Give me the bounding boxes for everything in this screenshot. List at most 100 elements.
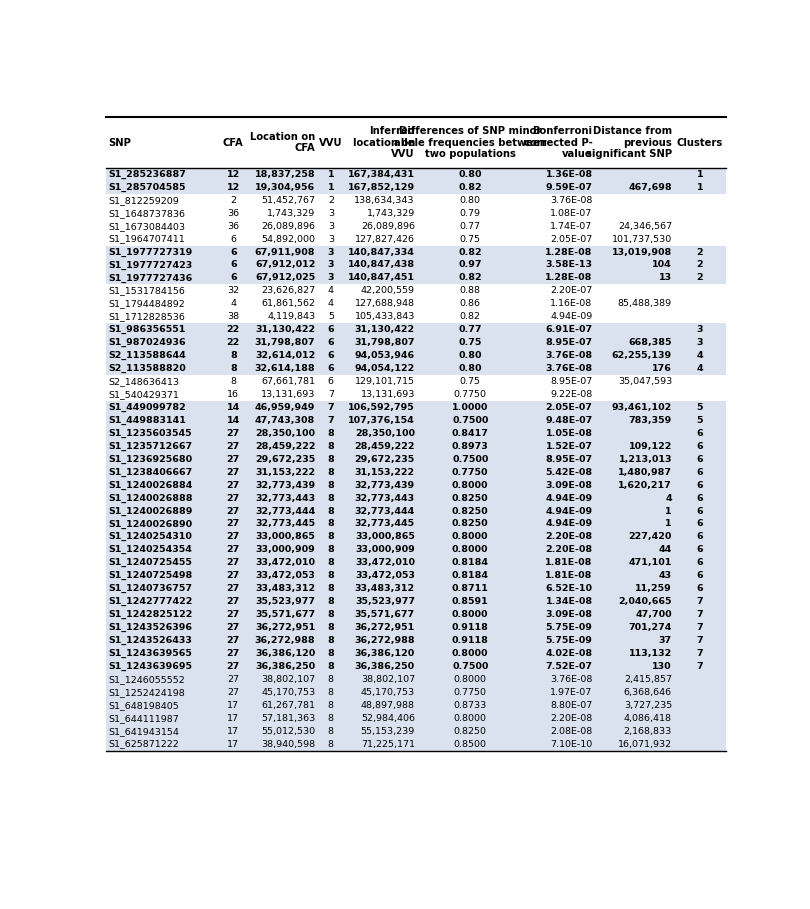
Text: 8: 8 xyxy=(327,623,335,632)
Text: 2.20E-07: 2.20E-07 xyxy=(550,286,593,295)
FancyBboxPatch shape xyxy=(106,699,726,712)
Text: 36,272,951: 36,272,951 xyxy=(255,623,315,632)
Text: 5: 5 xyxy=(697,416,703,425)
Text: 6: 6 xyxy=(327,365,335,373)
Text: 33,472,010: 33,472,010 xyxy=(255,558,315,567)
Text: 47,743,308: 47,743,308 xyxy=(255,416,315,425)
FancyBboxPatch shape xyxy=(106,414,726,427)
Text: 27: 27 xyxy=(228,674,240,684)
FancyBboxPatch shape xyxy=(106,569,726,583)
Text: 27: 27 xyxy=(227,649,240,658)
Text: 0.80: 0.80 xyxy=(458,170,482,179)
Text: 7.10E-10: 7.10E-10 xyxy=(550,740,593,749)
Text: 52,984,406: 52,984,406 xyxy=(361,714,415,723)
Text: 32,773,439: 32,773,439 xyxy=(255,481,315,490)
FancyBboxPatch shape xyxy=(106,310,726,324)
Text: S1_644111987: S1_644111987 xyxy=(109,714,179,723)
Text: 8: 8 xyxy=(327,558,335,567)
Text: 6: 6 xyxy=(697,494,703,503)
Text: 0.8250: 0.8250 xyxy=(452,519,488,528)
Text: 8: 8 xyxy=(327,597,335,606)
Text: 1: 1 xyxy=(697,183,703,192)
Text: 27: 27 xyxy=(227,662,240,671)
Text: 48,897,988: 48,897,988 xyxy=(361,701,415,710)
Text: SNP: SNP xyxy=(109,137,131,147)
Text: 7: 7 xyxy=(328,390,334,399)
Text: 7: 7 xyxy=(327,403,335,412)
Text: 3.76E-08: 3.76E-08 xyxy=(550,674,593,684)
Text: 7: 7 xyxy=(697,649,703,658)
FancyBboxPatch shape xyxy=(106,453,726,465)
Text: 32,773,444: 32,773,444 xyxy=(355,506,415,515)
Text: 14: 14 xyxy=(227,403,240,412)
Text: 4.94E-09: 4.94E-09 xyxy=(545,494,593,503)
Text: 67,912,012: 67,912,012 xyxy=(255,261,315,269)
Text: 106,592,795: 106,592,795 xyxy=(348,403,415,412)
FancyBboxPatch shape xyxy=(106,465,726,479)
Text: 8.80E-07: 8.80E-07 xyxy=(550,701,593,710)
Text: 27: 27 xyxy=(227,610,240,619)
Text: 4.94E-09: 4.94E-09 xyxy=(545,506,593,515)
Text: 8: 8 xyxy=(327,649,335,658)
Text: 0.77: 0.77 xyxy=(460,222,480,231)
Text: S1_1243639565: S1_1243639565 xyxy=(109,649,192,658)
Text: 8.95E-07: 8.95E-07 xyxy=(545,454,593,464)
Text: S2_113588820: S2_113588820 xyxy=(109,364,186,374)
Text: 6: 6 xyxy=(697,558,703,567)
Text: 1.81E-08: 1.81E-08 xyxy=(545,571,593,580)
Text: 0.8711: 0.8711 xyxy=(452,584,488,594)
FancyBboxPatch shape xyxy=(106,737,726,751)
Text: 5: 5 xyxy=(697,403,703,412)
Text: 35,523,977: 35,523,977 xyxy=(255,597,315,606)
Text: 6: 6 xyxy=(328,377,334,386)
Text: 2.08E-08: 2.08E-08 xyxy=(550,726,593,735)
Text: S2_113588644: S2_113588644 xyxy=(109,351,186,360)
Text: 783,359: 783,359 xyxy=(629,416,672,425)
Text: 0.82: 0.82 xyxy=(458,183,482,192)
Text: 13,131,693: 13,131,693 xyxy=(261,390,315,399)
Text: 32,773,444: 32,773,444 xyxy=(255,506,315,515)
Text: 26,089,896: 26,089,896 xyxy=(361,222,415,231)
Text: 140,847,438: 140,847,438 xyxy=(347,261,415,269)
Text: S1_1977727319: S1_1977727319 xyxy=(109,247,193,256)
Text: S1_1240725455: S1_1240725455 xyxy=(109,558,192,567)
Text: 22: 22 xyxy=(227,325,240,335)
FancyBboxPatch shape xyxy=(106,401,726,414)
Text: 8: 8 xyxy=(327,481,335,490)
Text: 36,386,250: 36,386,250 xyxy=(255,662,315,671)
Text: 6: 6 xyxy=(697,545,703,554)
Text: S1_285236887: S1_285236887 xyxy=(109,170,186,179)
Text: S1_1794484892: S1_1794484892 xyxy=(109,299,185,308)
FancyBboxPatch shape xyxy=(106,336,726,349)
Text: 4: 4 xyxy=(328,286,334,295)
FancyBboxPatch shape xyxy=(106,556,726,569)
Text: 33,472,053: 33,472,053 xyxy=(255,571,315,580)
Text: 1.16E-08: 1.16E-08 xyxy=(550,299,593,308)
Text: S1_1240725498: S1_1240725498 xyxy=(109,571,193,580)
Text: 33,000,865: 33,000,865 xyxy=(255,533,315,542)
Text: 57,181,363: 57,181,363 xyxy=(261,714,315,723)
Text: 3: 3 xyxy=(328,235,334,244)
Text: 0.88: 0.88 xyxy=(460,286,480,295)
Text: 0.8417: 0.8417 xyxy=(452,429,488,438)
Text: 14: 14 xyxy=(227,416,240,425)
Text: 8: 8 xyxy=(328,714,334,723)
Text: 3: 3 xyxy=(697,338,703,347)
Text: 27: 27 xyxy=(227,558,240,567)
FancyBboxPatch shape xyxy=(106,608,726,621)
Text: S1_1252424198: S1_1252424198 xyxy=(109,688,185,697)
Text: 6: 6 xyxy=(230,274,237,283)
Text: 6: 6 xyxy=(697,467,703,476)
Text: 0.8500: 0.8500 xyxy=(454,740,487,749)
Text: 8: 8 xyxy=(327,519,335,528)
Text: S1_1964707411: S1_1964707411 xyxy=(109,235,185,244)
Text: 27: 27 xyxy=(227,519,240,528)
Text: S1_1246055552: S1_1246055552 xyxy=(109,674,185,684)
Text: 2: 2 xyxy=(328,195,334,205)
Text: 8: 8 xyxy=(327,571,335,580)
FancyBboxPatch shape xyxy=(106,297,726,310)
FancyBboxPatch shape xyxy=(106,245,726,258)
Text: 0.86: 0.86 xyxy=(460,299,480,308)
Text: 6: 6 xyxy=(230,261,237,269)
FancyBboxPatch shape xyxy=(106,233,726,245)
